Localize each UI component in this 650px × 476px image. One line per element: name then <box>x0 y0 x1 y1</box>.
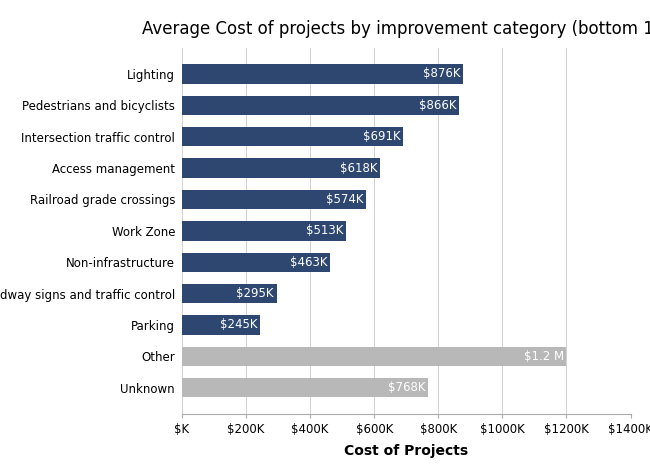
Text: $245K: $245K <box>220 318 258 331</box>
Bar <box>182 64 463 84</box>
Title: Average Cost of projects by improvement category (bottom 11): Average Cost of projects by improvement … <box>142 20 650 38</box>
X-axis label: Cost of Projects: Cost of Projects <box>344 445 468 458</box>
Bar <box>182 378 428 397</box>
Text: $691K: $691K <box>363 130 401 143</box>
Text: $876K: $876K <box>422 68 460 80</box>
Bar <box>182 252 330 272</box>
Text: $1.2 M: $1.2 M <box>524 350 564 363</box>
Bar <box>182 159 380 178</box>
Text: $295K: $295K <box>237 287 274 300</box>
Bar <box>182 190 366 209</box>
Bar <box>182 284 276 303</box>
Text: $768K: $768K <box>388 381 426 394</box>
Bar <box>182 347 566 366</box>
Text: $574K: $574K <box>326 193 363 206</box>
Bar <box>182 127 404 147</box>
Text: $463K: $463K <box>291 256 328 269</box>
Text: $513K: $513K <box>306 224 344 238</box>
Text: $618K: $618K <box>340 162 378 175</box>
Bar <box>182 315 261 335</box>
Text: $866K: $866K <box>419 99 457 112</box>
Bar <box>182 221 346 240</box>
Bar <box>182 96 460 115</box>
